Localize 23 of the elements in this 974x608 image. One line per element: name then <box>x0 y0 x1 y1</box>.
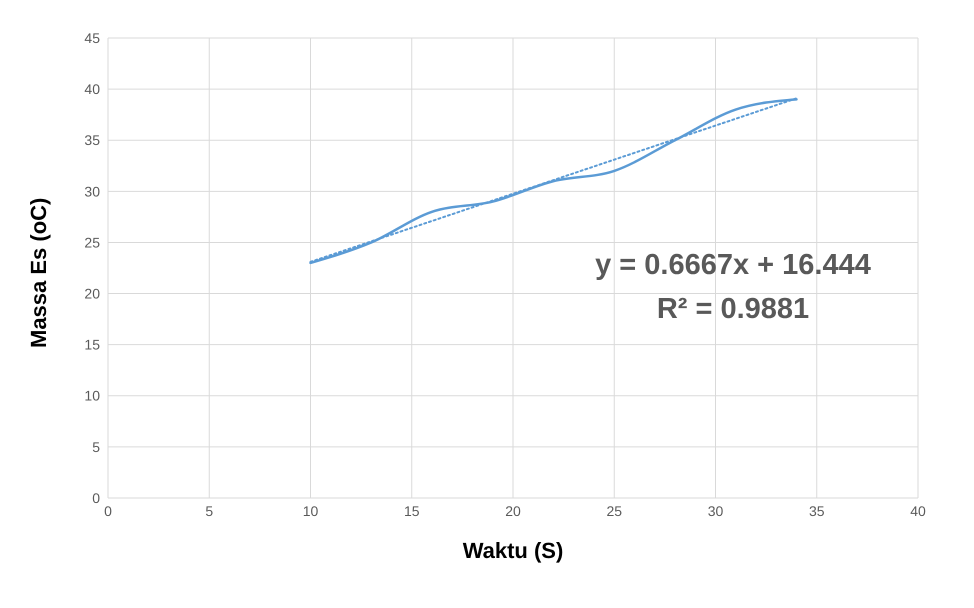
annotation: y = 0.6667x + 16.444 <box>594 248 872 283</box>
x-tick-label: 35 <box>808 502 825 519</box>
x-tick-label: 20 <box>505 502 521 519</box>
x-tick-label: 30 <box>708 502 724 519</box>
x-tick-label: 25 <box>606 502 622 519</box>
y-tick-label: 40 <box>84 81 100 98</box>
annotation: R² = 0.9881 <box>656 292 810 327</box>
y-tick-label: 20 <box>84 286 100 302</box>
y-tick-label: 35 <box>84 132 100 148</box>
x-axis-title: Waktu (S) <box>462 538 564 563</box>
y-tick-label: 10 <box>84 388 100 404</box>
x-tick-label: 0 <box>104 502 112 519</box>
y-tick-label: 25 <box>84 234 100 250</box>
x-tick-label: 10 <box>302 502 318 519</box>
y-tick-label: 0 <box>92 490 100 506</box>
y-tick-label: 30 <box>84 183 100 200</box>
x-tick-label: 5 <box>205 502 214 519</box>
y-tick-label: 15 <box>84 336 100 353</box>
x-tick-label: 15 <box>404 502 420 519</box>
y-axis-title: Massa Es (oC) <box>26 198 51 348</box>
y-tick-label: 5 <box>92 438 100 455</box>
x-tick-label: 40 <box>910 502 926 519</box>
y-tick-label: 45 <box>84 30 100 46</box>
